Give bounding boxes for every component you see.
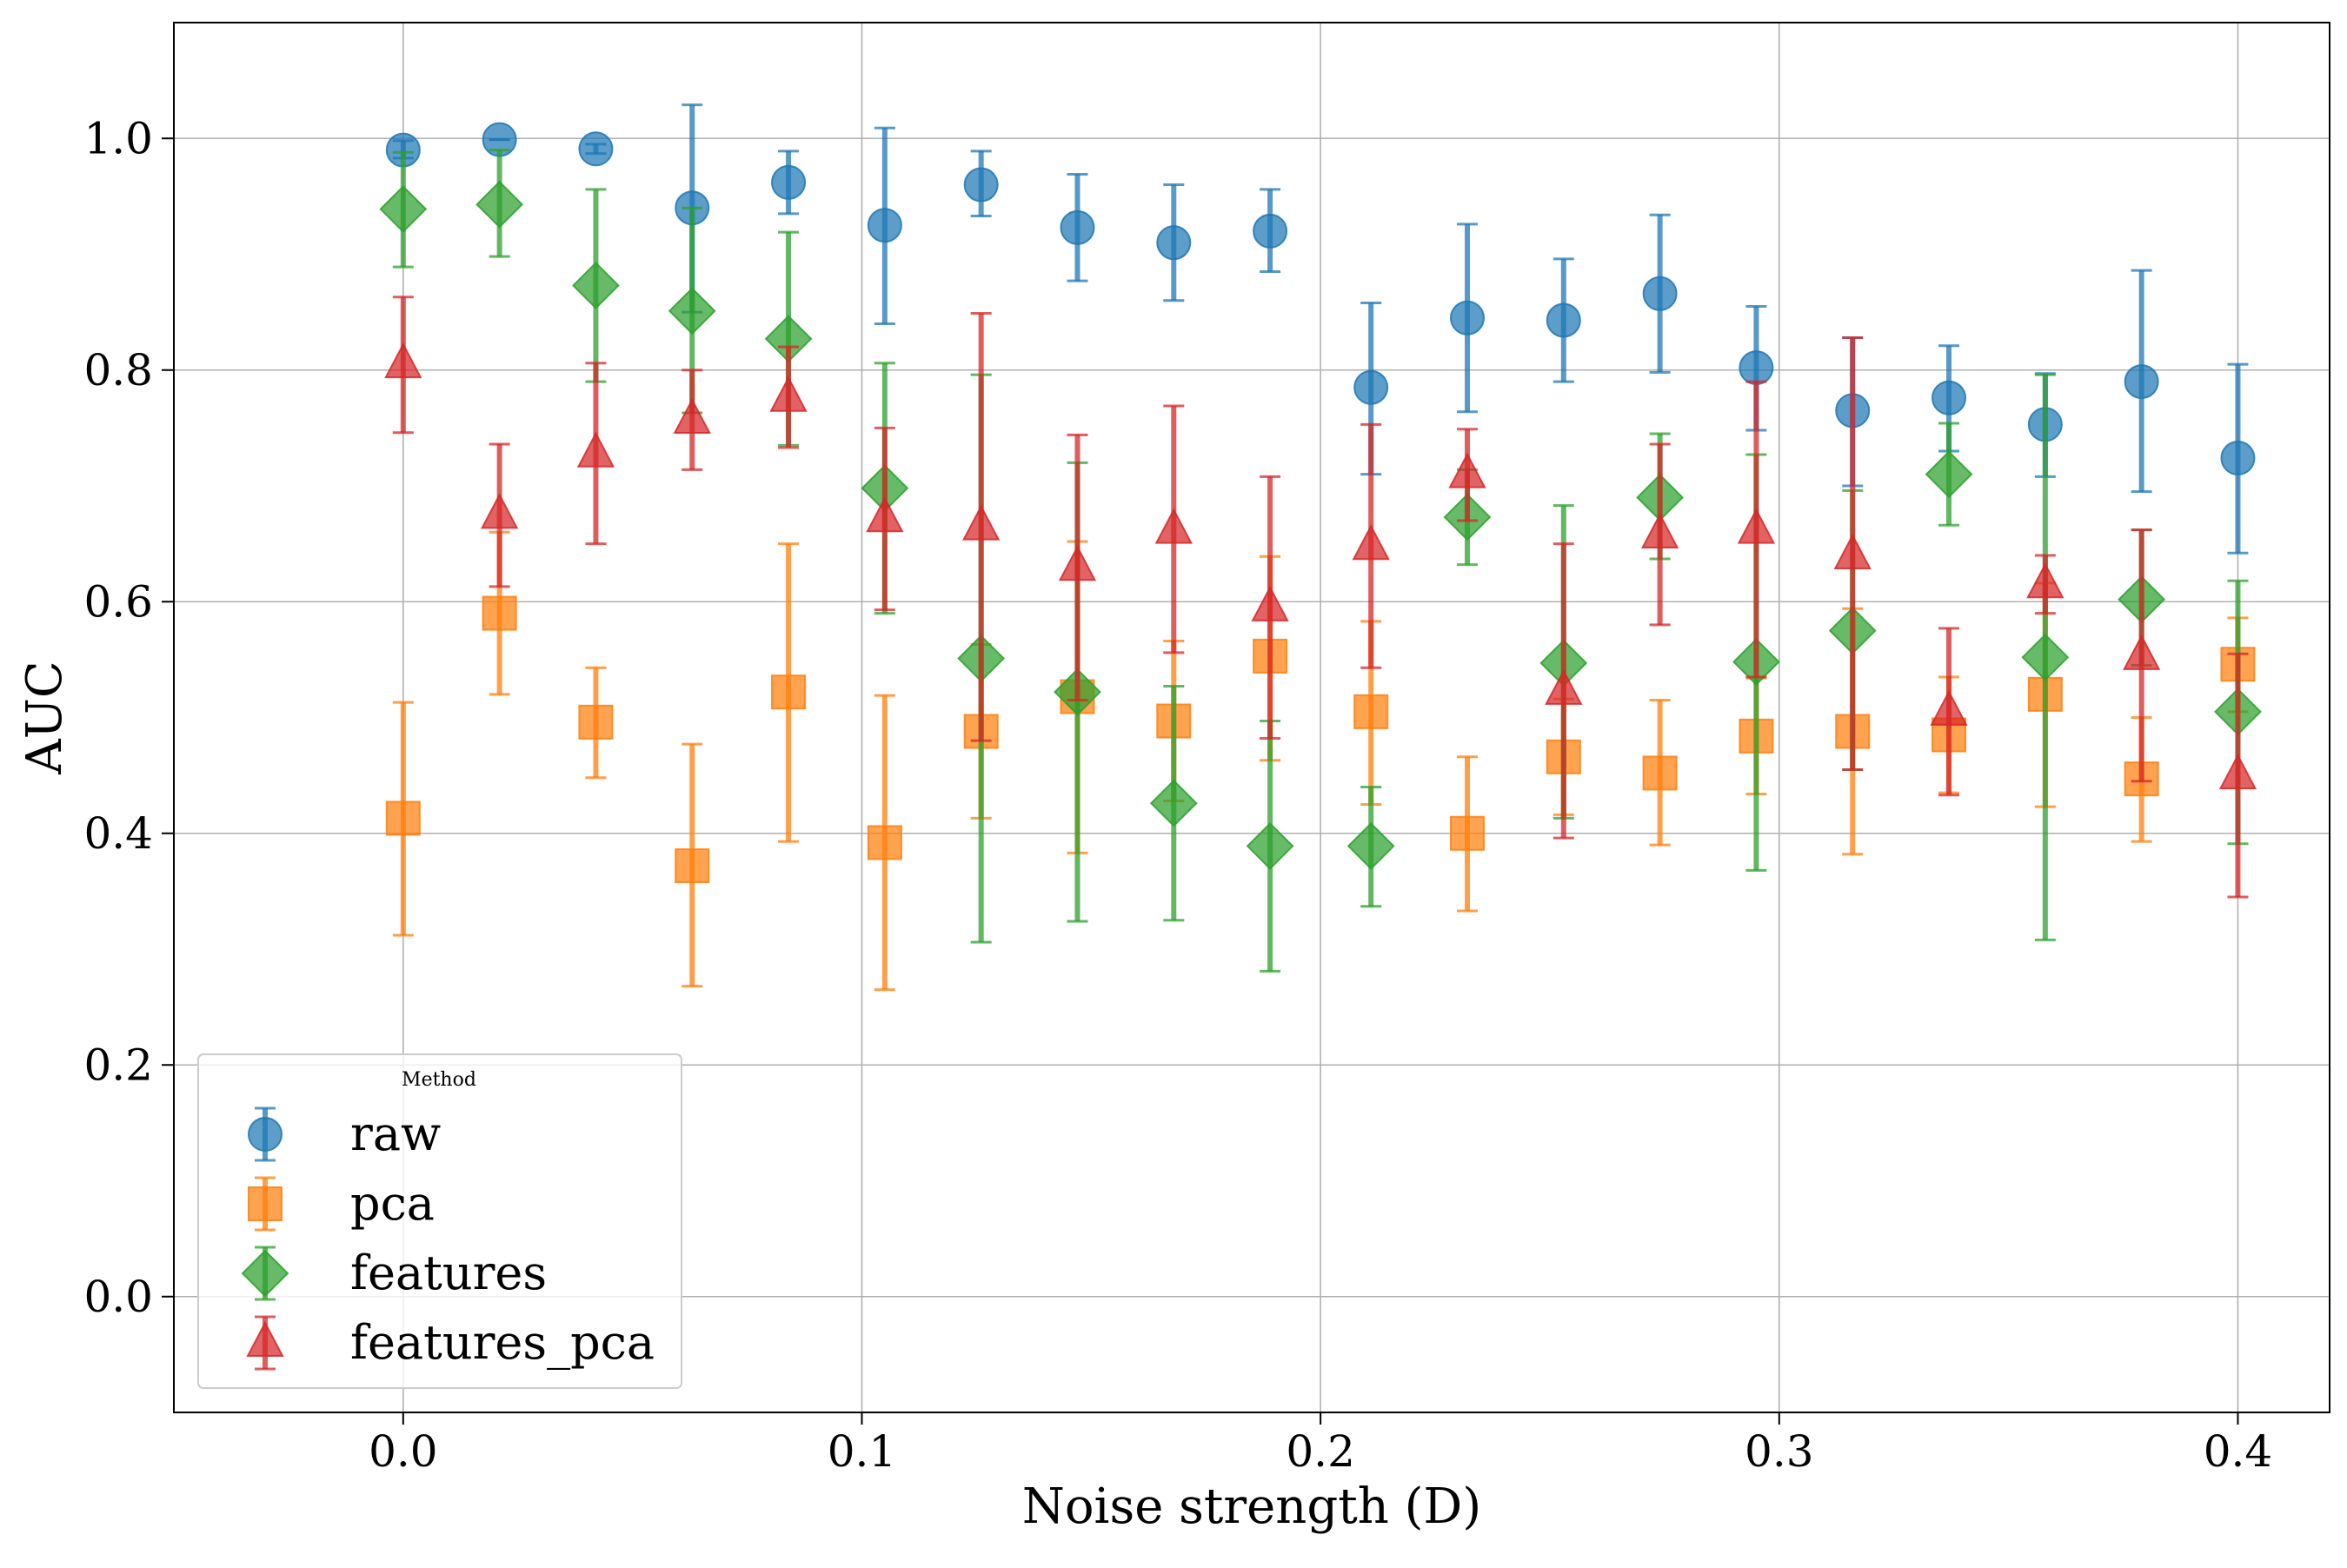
data-point <box>1246 821 1294 870</box>
data-point <box>1925 450 1973 499</box>
x-tick-label: 0.2 <box>1286 1426 1355 1477</box>
data-point <box>2124 364 2159 400</box>
data-point <box>482 595 517 631</box>
data-point <box>578 131 614 167</box>
legend-marker-square <box>248 1186 283 1221</box>
y-tick-label: 0.6 <box>83 576 153 627</box>
data-point <box>1737 508 1776 544</box>
data-point <box>1253 213 1288 249</box>
data-point <box>1156 225 1192 261</box>
data-point <box>962 504 1001 541</box>
data-point <box>1448 452 1486 488</box>
data-point <box>1251 585 1289 621</box>
data-point <box>2123 634 2161 670</box>
legend-entry-pca: pca <box>248 1176 435 1232</box>
legend-marker-circle <box>248 1117 283 1152</box>
data-point <box>867 825 902 860</box>
x-axis-label: Noise strength (D) <box>1022 1478 1481 1535</box>
data-point <box>1058 545 1097 581</box>
legend-box <box>197 1053 682 1389</box>
data-point <box>2021 633 2070 681</box>
data-point <box>963 167 999 203</box>
data-point <box>769 375 808 412</box>
data-point <box>1930 689 1968 726</box>
legend-entries: raw pca features features_pca <box>241 1106 655 1371</box>
data-point <box>2220 441 2256 476</box>
y-tick-label: 0.2 <box>83 1040 153 1090</box>
legend: Method raw pca features features_pca <box>197 1053 682 1389</box>
x-tick-label: 0.4 <box>2204 1426 2273 1477</box>
legend-marker-triangle <box>246 1320 284 1357</box>
data-point <box>673 397 711 435</box>
legend-marker-diamond <box>241 1249 289 1298</box>
data-point <box>480 493 519 529</box>
legend-entry-raw: raw <box>248 1106 441 1162</box>
data-point <box>385 801 421 836</box>
data-point <box>866 496 904 533</box>
data-point <box>1450 300 1485 336</box>
y-tick-label: 0.8 <box>83 345 153 395</box>
legend-label: features_pca <box>350 1315 655 1370</box>
data-point <box>1353 369 1389 405</box>
legend-entry-features: features <box>241 1246 547 1301</box>
data-point <box>675 848 710 884</box>
x-tick-label: 0.3 <box>1745 1426 1814 1477</box>
data-point <box>572 262 620 309</box>
grid-layer <box>174 23 2330 1412</box>
data-point <box>1545 668 1583 705</box>
data-point <box>384 342 422 379</box>
series-features-pca <box>384 296 2257 899</box>
y-tick-label: 0.0 <box>83 1272 153 1322</box>
data-point <box>1642 276 1678 311</box>
data-point <box>1060 209 1095 245</box>
data-point <box>668 287 716 336</box>
data-point <box>1352 524 1390 561</box>
plot-frame <box>173 22 2330 1413</box>
legend-label: pca <box>350 1176 435 1231</box>
x-tick-label: 0.0 <box>369 1426 438 1477</box>
data-point <box>1931 380 1967 415</box>
legend-entry-features-pca: features_pca <box>246 1315 655 1371</box>
data-point <box>1346 821 1395 870</box>
data-point <box>576 431 615 468</box>
data-point <box>1642 755 1678 791</box>
series-layer <box>379 103 2262 992</box>
legend-label: features <box>350 1246 547 1300</box>
y-tick-label: 1.0 <box>83 113 153 163</box>
data-point <box>1353 694 1389 729</box>
data-point <box>1450 815 1485 851</box>
data-point <box>475 180 524 229</box>
data-point <box>771 674 807 710</box>
y-tick-label: 0.4 <box>83 808 153 859</box>
x-tick-label: 0.1 <box>828 1426 897 1477</box>
data-point <box>1833 533 1872 569</box>
data-point <box>1546 302 1581 338</box>
data-point <box>867 208 902 243</box>
data-point <box>1149 779 1198 827</box>
data-point <box>379 185 428 233</box>
data-point <box>1739 350 1774 386</box>
legend-title: Method <box>402 1069 476 1091</box>
y-axis-label: AUC <box>17 661 73 774</box>
axis-layer: 0.0 0.1 0.2 0.3 0.4 0.0 0.2 0.4 0.6 0.8 1.0 <box>83 113 2272 1477</box>
data-point <box>1154 508 1193 544</box>
data-point <box>1640 512 1679 548</box>
data-point <box>578 704 614 740</box>
legend-label: raw <box>350 1106 441 1161</box>
data-point <box>2026 562 2064 599</box>
data-point <box>771 164 807 200</box>
data-point <box>2218 753 2257 790</box>
